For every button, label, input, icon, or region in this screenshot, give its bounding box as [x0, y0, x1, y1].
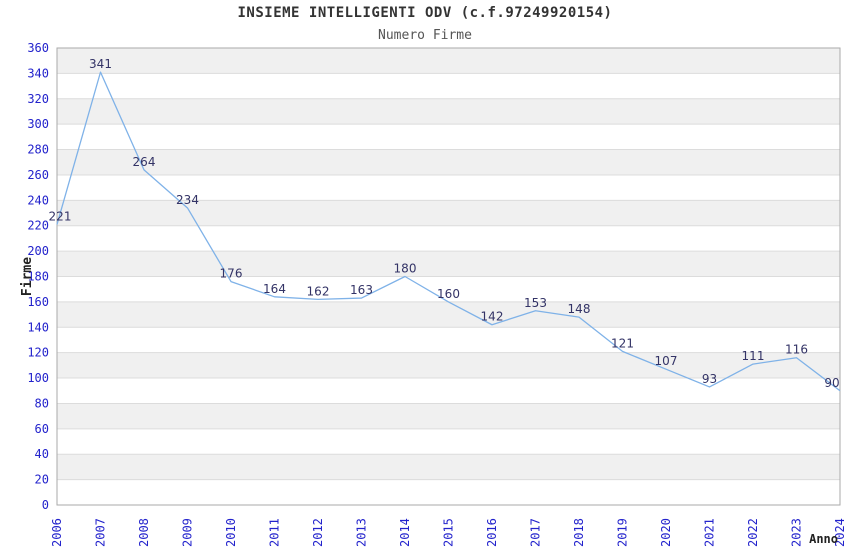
- y-axis-tick-label: 160: [27, 295, 49, 309]
- data-point-label: 93: [702, 372, 717, 386]
- x-axis-title: Anno: [809, 532, 838, 546]
- x-axis-tick-label: 2021: [703, 518, 717, 547]
- background-band: [57, 48, 840, 74]
- background-band: [57, 454, 840, 480]
- data-point-label: 176: [220, 267, 243, 281]
- y-axis-tick-label: 180: [27, 270, 49, 284]
- plot-border: [56, 47, 841, 506]
- data-point-label: 164: [263, 282, 286, 296]
- x-axis-tick-label: 2010: [224, 518, 238, 547]
- x-axis-tick-label: 2023: [790, 518, 804, 547]
- x-axis-tick-label: 2006: [50, 518, 64, 547]
- background-band: [57, 149, 840, 175]
- y-axis-title: Firme: [20, 257, 35, 296]
- data-point-label: 234: [176, 193, 199, 207]
- data-point-label: 107: [655, 354, 678, 368]
- y-axis-tick-label: 80: [35, 396, 49, 410]
- x-axis-tick-label: 2019: [616, 518, 630, 547]
- x-axis-tick-label: 2020: [659, 518, 673, 547]
- x-axis-tick-label: 2007: [94, 518, 108, 547]
- data-point-label: 221: [49, 209, 72, 223]
- data-point-label: 341: [89, 57, 112, 71]
- y-axis-tick-label: 260: [27, 168, 49, 182]
- y-axis-tick-label: 220: [27, 219, 49, 233]
- y-axis-tick-label: 40: [35, 447, 49, 461]
- data-point-label: 142: [481, 310, 504, 324]
- data-point-label: 264: [133, 155, 156, 169]
- data-point-label: 163: [350, 283, 373, 297]
- data-point-label: 162: [307, 284, 330, 298]
- y-axis-tick-label: 300: [27, 117, 49, 131]
- background-band: [57, 352, 840, 379]
- y-axis-tick-label: 360: [27, 41, 49, 55]
- x-axis-tick-label: 2016: [485, 518, 499, 547]
- x-axis-tick-label: 2022: [746, 518, 760, 547]
- y-axis-tick-label: 120: [27, 346, 49, 360]
- x-axis-tick-label: 2014: [398, 518, 412, 547]
- y-axis-tick-label: 60: [35, 422, 49, 436]
- data-point-label: 160: [437, 287, 460, 301]
- background-band: [57, 98, 840, 125]
- x-axis-tick-label: 2015: [442, 518, 456, 547]
- y-axis-tick-label: 0: [42, 498, 49, 512]
- data-point-label: 111: [742, 349, 765, 363]
- x-axis-tick-label: 2012: [311, 518, 325, 547]
- y-axis-tick-label: 20: [35, 473, 49, 487]
- y-axis-tick-label: 140: [27, 320, 49, 334]
- background-band: [57, 403, 840, 429]
- data-point-label: 90: [824, 376, 839, 390]
- x-axis-tick-label: 2008: [137, 518, 151, 547]
- background-band: [57, 251, 840, 277]
- x-axis-tick-label: 2013: [355, 518, 369, 547]
- data-point-label: 180: [394, 262, 417, 276]
- data-point-label: 121: [611, 336, 634, 350]
- x-axis-tick-label: 2017: [529, 518, 543, 547]
- x-axis-tick-label: 2018: [572, 518, 586, 547]
- y-axis-tick-label: 340: [27, 66, 49, 80]
- background-band: [57, 200, 840, 226]
- x-axis-tick-label: 2024: [833, 518, 847, 547]
- background-band: [57, 301, 840, 328]
- data-point-label: 116: [785, 343, 808, 357]
- x-axis-tick-label: 2011: [268, 518, 282, 547]
- y-axis-tick-label: 280: [27, 143, 49, 157]
- y-axis-tick-label: 240: [27, 193, 49, 207]
- y-axis-tick-label: 200: [27, 244, 49, 258]
- y-axis-tick-label: 320: [27, 92, 49, 106]
- data-point-label: 153: [524, 296, 547, 310]
- chart-subtitle: Numero Firme: [378, 28, 472, 43]
- data-line-numero-firme: [56, 71, 841, 392]
- x-axis-tick-label: 2009: [181, 518, 195, 547]
- y-axis-tick-label: 100: [27, 371, 49, 385]
- data-point-label: 148: [568, 302, 591, 316]
- chart-title: INSIEME INTELLIGENTI ODV (c.f.9724992015…: [237, 5, 613, 21]
